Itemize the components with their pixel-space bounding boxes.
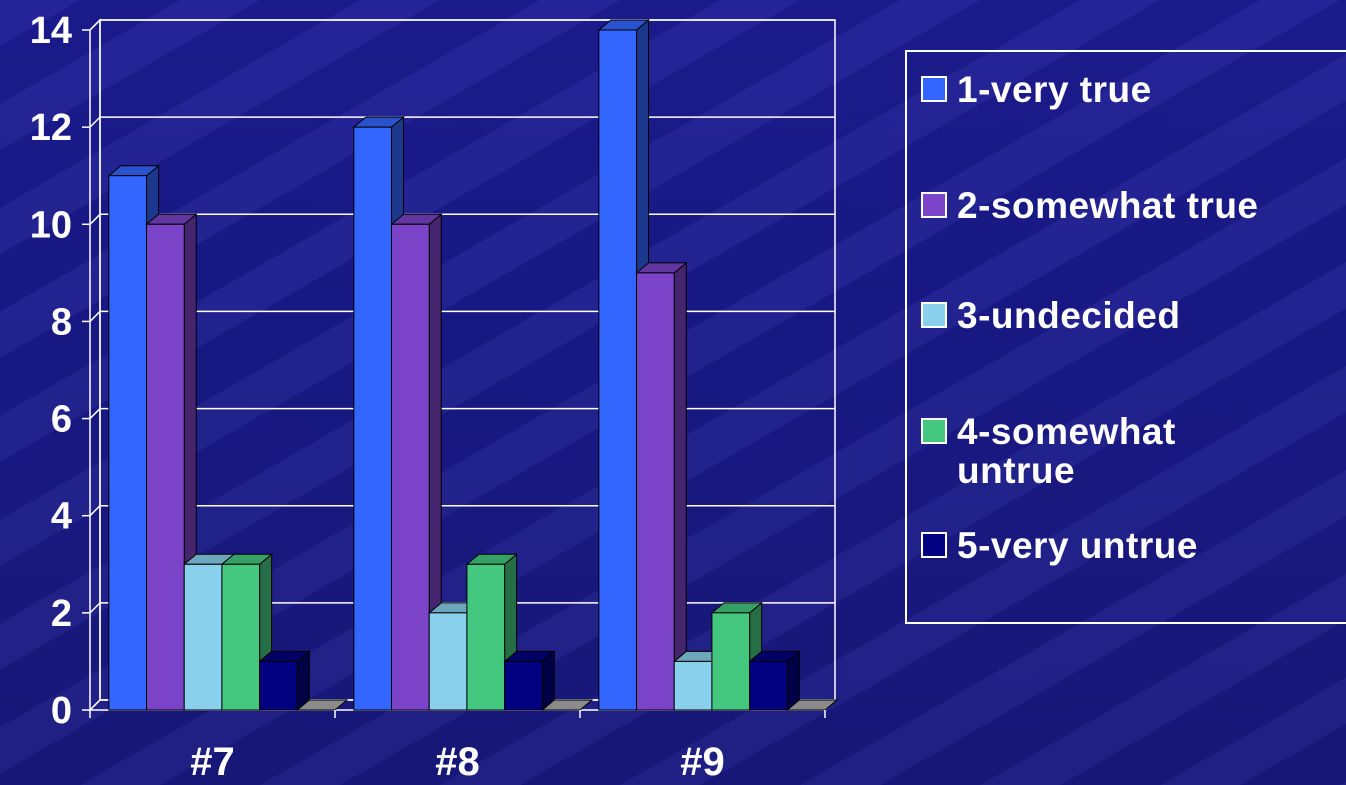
bar-side — [673, 261, 687, 712]
legend-label: 2-somewhat true — [957, 186, 1259, 225]
bar — [635, 261, 688, 712]
bar-front — [504, 660, 543, 711]
legend-label: 5-very untrue — [957, 526, 1198, 565]
bar-empty-base — [295, 699, 349, 711]
legend-label: 1-very true — [957, 70, 1152, 109]
gridline-side — [89, 116, 101, 128]
bar — [672, 650, 726, 712]
bar-empty-base — [785, 699, 839, 711]
x-category-label: #9 — [680, 740, 725, 784]
bar-front — [183, 563, 223, 711]
legend-label-line: 1-very true — [957, 69, 1152, 110]
legend-label: 4-somewhat untrue — [957, 412, 1176, 490]
bar — [258, 650, 311, 712]
y-tick-label: 2 — [51, 593, 72, 635]
bar-front — [221, 563, 261, 711]
legend-label: 3-undecided — [957, 296, 1180, 335]
bar-front — [428, 612, 468, 711]
bar-front — [259, 660, 298, 711]
legend-item: 1-very true — [921, 70, 1152, 109]
legend: 1-very true 2-somewhat true 3-undecided 4-s… — [905, 50, 1346, 624]
legend-swatch — [921, 532, 947, 558]
y-tick-label: 12 — [30, 107, 72, 149]
y-tick-label: 14 — [30, 10, 72, 52]
bar-front — [108, 175, 148, 711]
bar-front — [146, 223, 185, 711]
legend-swatch — [921, 76, 947, 102]
legend-label-line: 4-somewhat — [957, 411, 1176, 452]
bar-front — [466, 563, 506, 711]
gridlines — [89, 19, 835, 614]
gridline-side — [89, 213, 101, 225]
y-tick-label: 0 — [51, 690, 72, 732]
bar-front — [711, 612, 751, 711]
bar-front — [636, 272, 675, 711]
legend-swatch — [921, 418, 947, 444]
gridline-side — [89, 408, 101, 420]
bar-front — [673, 660, 713, 711]
legend-label-line: 3-undecided — [957, 295, 1181, 336]
x-axis-labels: #7 #8 #9 — [89, 710, 826, 784]
bar — [220, 553, 273, 712]
gridline-side — [89, 505, 101, 517]
bar-empty-base — [540, 699, 594, 711]
legend-item: 2-somewhat true — [921, 186, 1259, 225]
bar-chart: 0 2 4 6 8 10 12 14 #7 #8 #9 — [30, 10, 839, 784]
bar-front — [353, 126, 393, 711]
y-axis-ticks: 0 2 4 6 8 10 12 14 — [30, 10, 90, 732]
legend-label-line: 5-very untrue — [957, 525, 1198, 566]
legend-label-line: untrue — [957, 450, 1076, 491]
legend-swatch — [921, 302, 947, 328]
gridline-side — [89, 310, 101, 322]
y-tick-label: 6 — [51, 399, 72, 441]
gridline-side — [89, 19, 101, 31]
bar-front — [391, 223, 430, 711]
x-category-label: #7 — [190, 740, 235, 784]
gridline-side — [89, 602, 101, 614]
bar-front — [749, 660, 788, 711]
y-tick-label: 8 — [51, 301, 72, 343]
legend-swatch — [921, 192, 947, 218]
x-category-label: #8 — [435, 740, 480, 784]
bar — [503, 650, 556, 712]
legend-label-line: 2-somewhat true — [957, 185, 1259, 226]
legend-item: 4-somewhat untrue — [921, 412, 1176, 490]
bar — [107, 164, 160, 712]
plot-left-wall — [89, 18, 101, 712]
bar-front — [598, 29, 638, 711]
bar — [748, 650, 801, 712]
y-tick-label: 10 — [30, 204, 72, 246]
bars — [107, 18, 839, 712]
legend-item: 5-very untrue — [921, 526, 1198, 565]
legend-item: 3-undecided — [921, 296, 1180, 335]
y-tick-label: 4 — [51, 496, 72, 538]
